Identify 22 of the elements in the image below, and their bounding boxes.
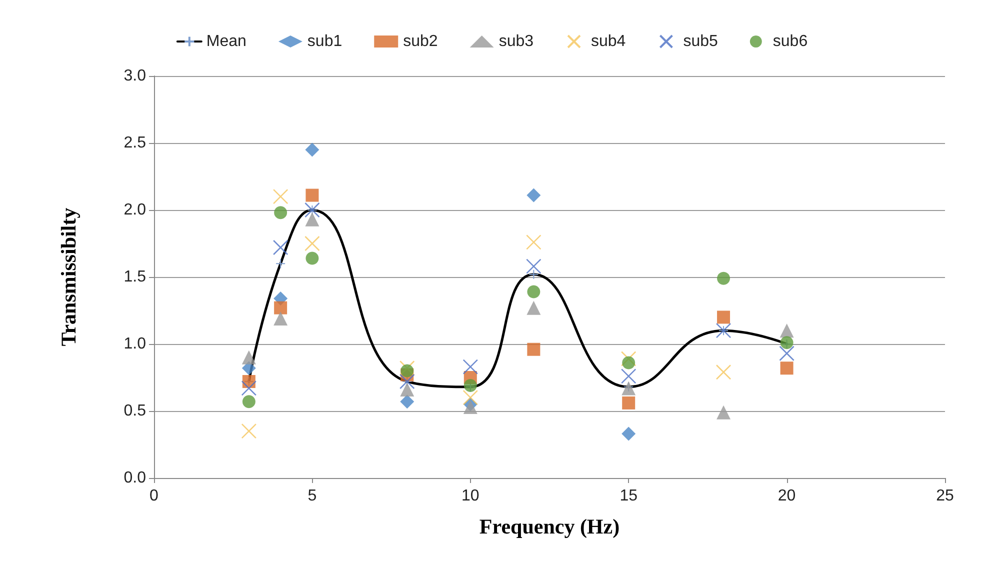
x-tick-label: 5 [308, 488, 317, 504]
y-tick-label: 2.5 [124, 134, 146, 152]
y-tick-label: 1.0 [124, 336, 146, 352]
x-tick-label: 20 [778, 488, 796, 504]
legend-label: sub4 [591, 33, 626, 50]
x-tick-label: 15 [620, 488, 638, 504]
y-tick-label: 0.5 [124, 402, 146, 420]
y-tick-label: 2.0 [124, 202, 146, 218]
legend-label: Mean [206, 33, 246, 50]
x-tick-label: 10 [462, 488, 480, 504]
x-tick-label: 0 [150, 488, 159, 504]
legend-label: sub1 [307, 33, 342, 50]
legend-label: sub3 [498, 33, 534, 50]
y-tick-label: 0.0 [124, 470, 146, 486]
legend-label: sub2 [403, 33, 438, 50]
x-tick-label: 25 [936, 488, 954, 504]
legend-label: sub6 [772, 33, 808, 50]
legend-label: sub5 [683, 33, 718, 50]
y-axis-title: Transmissibilty [56, 207, 80, 346]
y-tick-label: 3.0 [124, 68, 146, 84]
x-axis-title: Frequency (Hz) [479, 514, 620, 538]
y-tick-label: 1.5 [124, 268, 146, 286]
